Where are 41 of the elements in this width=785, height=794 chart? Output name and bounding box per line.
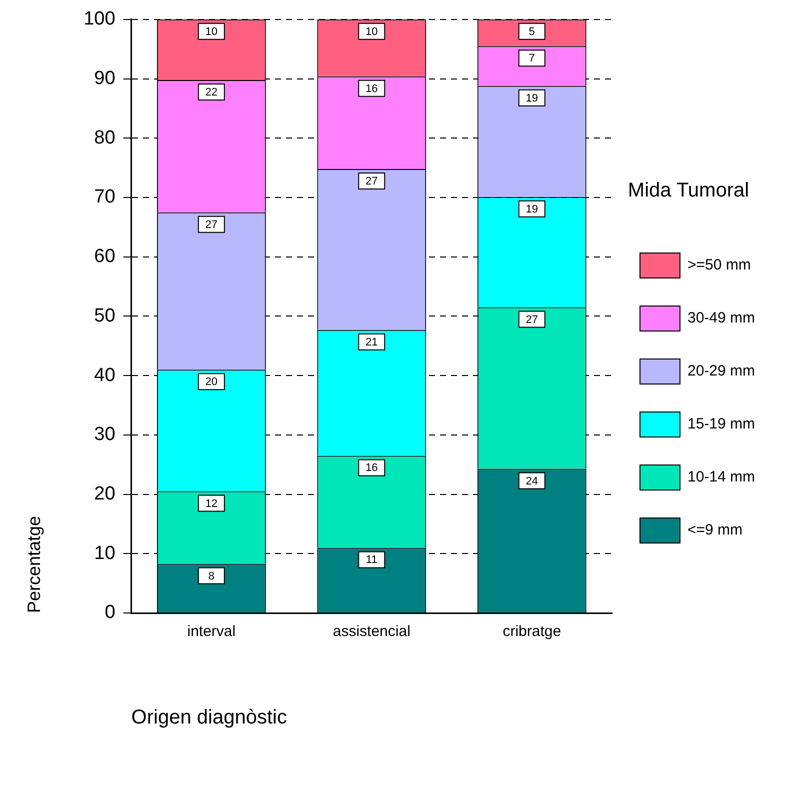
legend-title: Mida Tumoral	[628, 180, 750, 202]
data-label: 27	[205, 218, 218, 231]
legend-label: >=50 mm	[687, 256, 751, 274]
legend-label: 15-19 mm	[687, 416, 756, 433]
data-label: 7	[528, 52, 535, 65]
y-tick-label: 20	[94, 484, 116, 505]
data-label: 10	[366, 26, 378, 38]
legend-label: 20-29 mm	[687, 362, 756, 380]
y-tick-label: 30	[94, 424, 116, 446]
y-tick-label: 50	[94, 305, 116, 326]
y-tick-label: 80	[94, 127, 116, 148]
x-tick-label: assistencial	[332, 623, 410, 640]
data-label: 12	[205, 498, 218, 510]
y-tick-label: 40	[94, 364, 116, 386]
y-axis-title: Percentatge	[24, 516, 44, 613]
data-label: 21	[366, 336, 378, 348]
legend-label: <=9 mm	[687, 522, 743, 539]
y-tick-label: 60	[94, 246, 116, 268]
data-label: 11	[366, 554, 378, 566]
legend-label: 10-14 mm	[687, 468, 756, 486]
x-axis-title: Origen diagnòstic	[131, 706, 287, 729]
data-label: 27	[366, 176, 378, 188]
y-tick-label: 90	[94, 68, 116, 89]
x-tick-label: interval	[187, 623, 236, 640]
y-tick-label: 100	[84, 8, 116, 30]
y-tick-label: 0	[104, 602, 116, 624]
data-label: 27	[526, 314, 538, 326]
x-tick-label: cribratge	[502, 623, 562, 640]
data-label: 8	[208, 570, 214, 582]
legend-label: 30-49 mm	[687, 310, 756, 327]
y-tick-label: 70	[94, 186, 116, 208]
data-label: 16	[366, 462, 378, 474]
data-label: 10	[205, 26, 218, 38]
data-label: 19	[526, 203, 538, 216]
data-label: 24	[526, 475, 538, 488]
data-label: 5	[528, 26, 535, 38]
data-label: 16	[366, 82, 378, 95]
data-label: 22	[205, 86, 218, 98]
data-label: 19	[526, 92, 538, 104]
data-label: 20	[205, 376, 218, 388]
y-tick-label: 10	[94, 542, 116, 564]
